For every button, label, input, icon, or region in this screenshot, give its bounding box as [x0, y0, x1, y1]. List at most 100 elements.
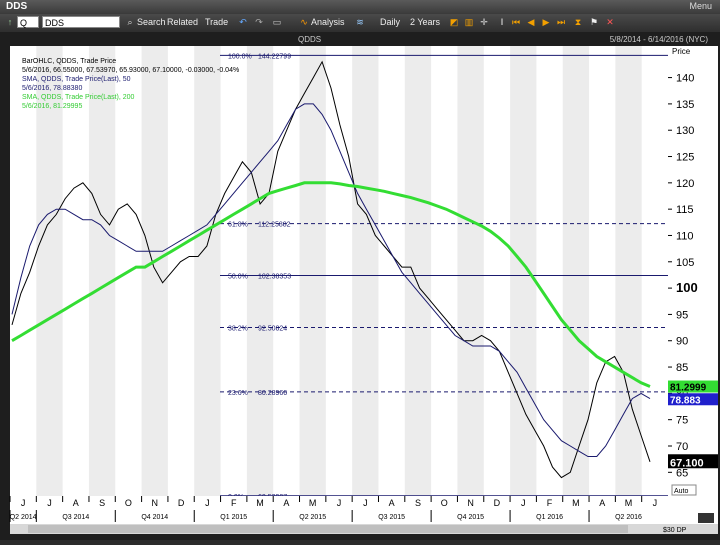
month-band	[404, 46, 432, 496]
folder-icon[interactable]: ▭	[272, 17, 282, 27]
sma200-line	[11, 181, 651, 388]
quarter-label: Q4 2015	[457, 514, 484, 521]
month-band	[246, 46, 274, 496]
trade-button[interactable]: Trade	[205, 17, 229, 27]
sma50-price-badge	[668, 393, 718, 406]
quarter-label: Q3 2014	[62, 514, 89, 521]
chart-date-range: 5/8/2014 - 6/14/2016 (NYC)	[610, 35, 709, 44]
month-tick-label: J	[205, 498, 210, 508]
quarter-label: Q4 2014	[141, 514, 168, 521]
search-icon[interactable]: ⌕	[127, 17, 133, 27]
price-chart[interactable]: 100.0% 144.22799 61.8% 112.25882 50.0% 102.38…	[8, 32, 718, 540]
flag-icon[interactable]: ⚑	[589, 17, 599, 27]
month-band	[194, 46, 221, 496]
related-button[interactable]: Related	[167, 17, 199, 27]
month-tick-label: J	[337, 498, 342, 508]
bottom-bar-label: $30 DP	[663, 527, 687, 534]
ticker-input[interactable]: DDS	[42, 16, 120, 28]
month-tick-label: N	[152, 498, 159, 508]
last-price-label: 67.100	[670, 457, 704, 469]
price-tick-label: 105	[676, 257, 694, 269]
month-band	[562, 46, 590, 496]
last-price-badge	[668, 454, 718, 469]
studies-icon[interactable]: ≋	[356, 17, 364, 27]
legend-line-2: 5/6/2016, 66.55000, 67.53970, 65.93000, …	[22, 67, 239, 74]
analysis-icon[interactable]: ∿	[300, 17, 308, 27]
right-axis-panel	[668, 46, 718, 496]
text-cursor-icon[interactable]: I	[500, 17, 504, 27]
crosshair-icon[interactable]: ✛	[480, 17, 488, 27]
price-tick-label: 100	[676, 280, 698, 295]
month-band	[457, 46, 484, 496]
price-tick-label: 125	[676, 152, 694, 164]
scrollbar-thumb[interactable]	[28, 525, 628, 533]
month-tick-label: M	[572, 498, 580, 508]
chart-type-icon[interactable]: ◩	[449, 17, 459, 27]
fib-level-value: 92.50824	[258, 326, 287, 333]
menu-button[interactable]: Menu	[689, 1, 712, 11]
fib-level-value: 80.28966	[258, 390, 287, 397]
security-type-select[interactable]: Q	[17, 16, 39, 28]
month-tick-label: A	[599, 498, 605, 508]
toolbar: ↑ Q DDS ⌕ Search Related Trade ↶ ↷ ▭ ∿ A…	[0, 14, 720, 32]
month-tick-label: S	[99, 498, 105, 508]
price-tick-label: 95	[676, 309, 688, 321]
quarter-label: Q1 2015	[220, 514, 247, 521]
up-arrow-icon[interactable]: ↑	[7, 17, 13, 27]
month-band	[36, 46, 63, 496]
month-tick-label: A	[389, 498, 395, 508]
fib-level-pct: 23.6%	[228, 390, 248, 397]
price-tick-label: 85	[676, 362, 688, 374]
price-series-line	[11, 60, 651, 479]
month-tick-label: A	[73, 498, 79, 508]
legend-line-1: BarOHLC, QDDS, Trade Price	[22, 58, 116, 65]
month-tick-label: A	[283, 498, 289, 508]
frequency-dropdown[interactable]: Daily	[380, 17, 401, 27]
price-tick-label: 90	[676, 336, 688, 348]
scroll-left-icon[interactable]: ◀	[527, 17, 535, 27]
analysis-button[interactable]: Analysis	[311, 17, 345, 27]
price-tick-label: 130	[676, 125, 694, 137]
resize-handle[interactable]	[698, 513, 714, 523]
quarter-label: Q2 2016	[615, 514, 642, 521]
month-band	[510, 46, 537, 496]
scroll-end-icon[interactable]: ⏭	[556, 17, 566, 27]
search-button[interactable]: Search	[137, 17, 166, 27]
redo-icon[interactable]: ↷	[255, 17, 263, 27]
price-tick-label: 115	[676, 204, 694, 216]
zoom-icon[interactable]: ⧗	[574, 17, 582, 27]
legend-line-6: 5/6/2016, 81.29995	[22, 103, 82, 110]
legend-line-5: SMA, QDDS, Trade Price(Last), 200	[22, 94, 135, 101]
range-dropdown[interactable]: 2 Years	[410, 17, 441, 27]
scroll-right-icon[interactable]: ▶	[542, 17, 550, 27]
price-tick-label: 75	[676, 415, 688, 427]
fib-level-value: 112.25882	[258, 222, 291, 229]
undo-icon[interactable]: ↶	[239, 17, 247, 27]
month-tick-label: J	[521, 498, 526, 508]
quarter-label: Q1 2016	[536, 514, 563, 521]
month-tick-label: O	[441, 498, 448, 508]
fib-level-value: 144.22799	[258, 53, 291, 60]
sma50-line	[11, 103, 651, 457]
price-axis-header: Price	[672, 47, 691, 56]
auto-scale-button[interactable]	[671, 484, 697, 496]
month-band	[299, 46, 326, 496]
fib-level-pct: 100.0%	[228, 53, 252, 60]
price-tick-label: 65	[676, 467, 688, 479]
chart-area[interactable]: 100.0% 144.22799 61.8% 112.25882 50.0% 102.38…	[8, 32, 718, 540]
sma200-price-badge	[668, 380, 718, 393]
quarter-label: Q2 2015	[299, 514, 326, 521]
month-tick-label: N	[467, 498, 474, 508]
scroll-start-icon[interactable]: ⏮	[511, 17, 521, 27]
bar-chart-icon[interactable]: ▥	[464, 17, 474, 27]
window-title: DDS	[6, 1, 28, 12]
month-tick-label: M	[625, 498, 633, 508]
month-tick-label: J	[47, 498, 52, 508]
close-icon[interactable]: ✕	[606, 17, 614, 27]
price-tick-label: 140	[676, 73, 694, 85]
month-tick-label: F	[547, 498, 553, 508]
chart-symbol: QDDS	[298, 35, 321, 44]
fib-level-pct: 50.0%	[228, 274, 248, 281]
month-tick-label: D	[178, 498, 185, 508]
